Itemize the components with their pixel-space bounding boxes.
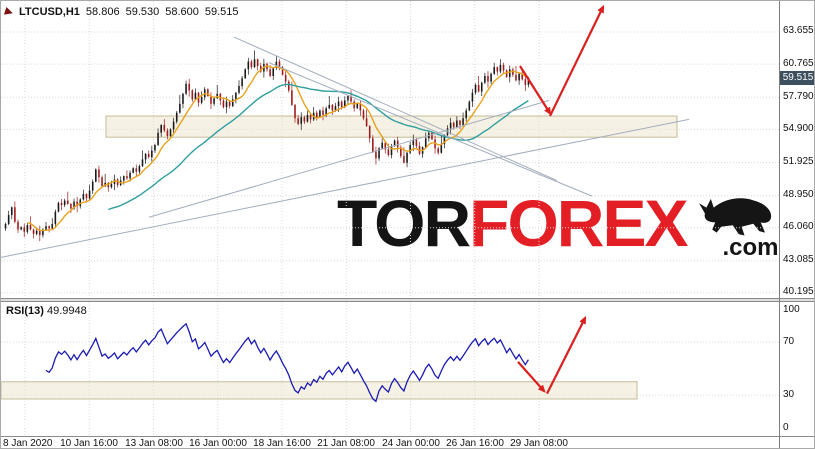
price-tick: 63.655 [783,25,814,36]
rsi-line [45,322,529,403]
forecast-arrows [519,4,605,117]
ohlc-close: 59.515 [204,6,239,18]
time-tick: 16 Jan 00:00 [189,438,247,449]
rsi-scale-tick: 100 [783,304,800,315]
symbol-label: LTCUSD,H1 [19,6,80,18]
moving-average-lines [27,65,529,232]
rsi-scale-tick: 0 [783,422,789,433]
rsi-grid [1,302,779,436]
axis-separator [779,1,780,448]
time-axis: 8 Jan 2020 10 Jan 16:00 13 Jan 08:00 16 … [1,438,814,449]
ohlc-low: 58.600 [165,6,199,18]
bottom-separator [1,436,814,437]
rsi-chart-canvas[interactable] [1,302,815,436]
time-tick: 10 Jan 16:00 [60,438,118,449]
price-chart-canvas[interactable] [1,1,815,298]
time-tick: 21 Jan 08:00 [317,438,375,449]
price-grid [1,1,779,298]
price-chart-panel: TOR FOREX .com LTCUSD,H1 58.806 59.530 58… [1,1,815,298]
price-tick: 51.925 [783,156,814,167]
symbol-info-bar: LTCUSD,H1 58.806 59.530 58.600 59.515 [3,6,239,18]
rsi-oversold-zone [1,381,638,400]
rsi-forecast-arrows [517,315,587,395]
time-tick: 8 Jan 2020 [3,438,53,449]
rsi-value: 49.9948 [46,305,87,317]
price-tick: 43.085 [783,254,814,265]
time-tick: 13 Jan 08:00 [125,438,183,449]
support-zone [105,115,678,138]
time-tick: 29 Jan 08:00 [510,438,568,449]
ohlc-open: 58.806 [85,6,120,18]
symbol-marker-icon [3,6,15,18]
candlestick-series [4,50,530,242]
time-tick: 24 Jan 00:00 [382,438,440,449]
price-tick: 60.765 [783,58,814,69]
rsi-indicator-label: RSI(13) 49.9948 [6,305,87,317]
price-tick: 57.790 [783,91,814,102]
rsi-indicator-panel: RSI(13) 49.9948 [1,302,815,436]
price-tick: 46.060 [783,221,814,232]
current-price-badge: 59.515 [780,71,814,85]
trend-lines[interactable] [1,36,690,258]
rsi-name: RSI(13) [6,305,44,317]
price-tick: 48.950 [783,189,814,200]
price-tick: 54.900 [783,123,814,134]
price-tick: 40.195 [783,286,814,297]
panel-separator[interactable] [1,298,814,302]
time-tick: 26 Jan 16:00 [446,438,504,449]
rsi-scale-tick: 30 [783,389,795,400]
rsi-scale-tick: 70 [783,336,795,347]
time-tick: 18 Jan 16:00 [253,438,311,449]
ohlc-high: 59.530 [125,6,160,18]
